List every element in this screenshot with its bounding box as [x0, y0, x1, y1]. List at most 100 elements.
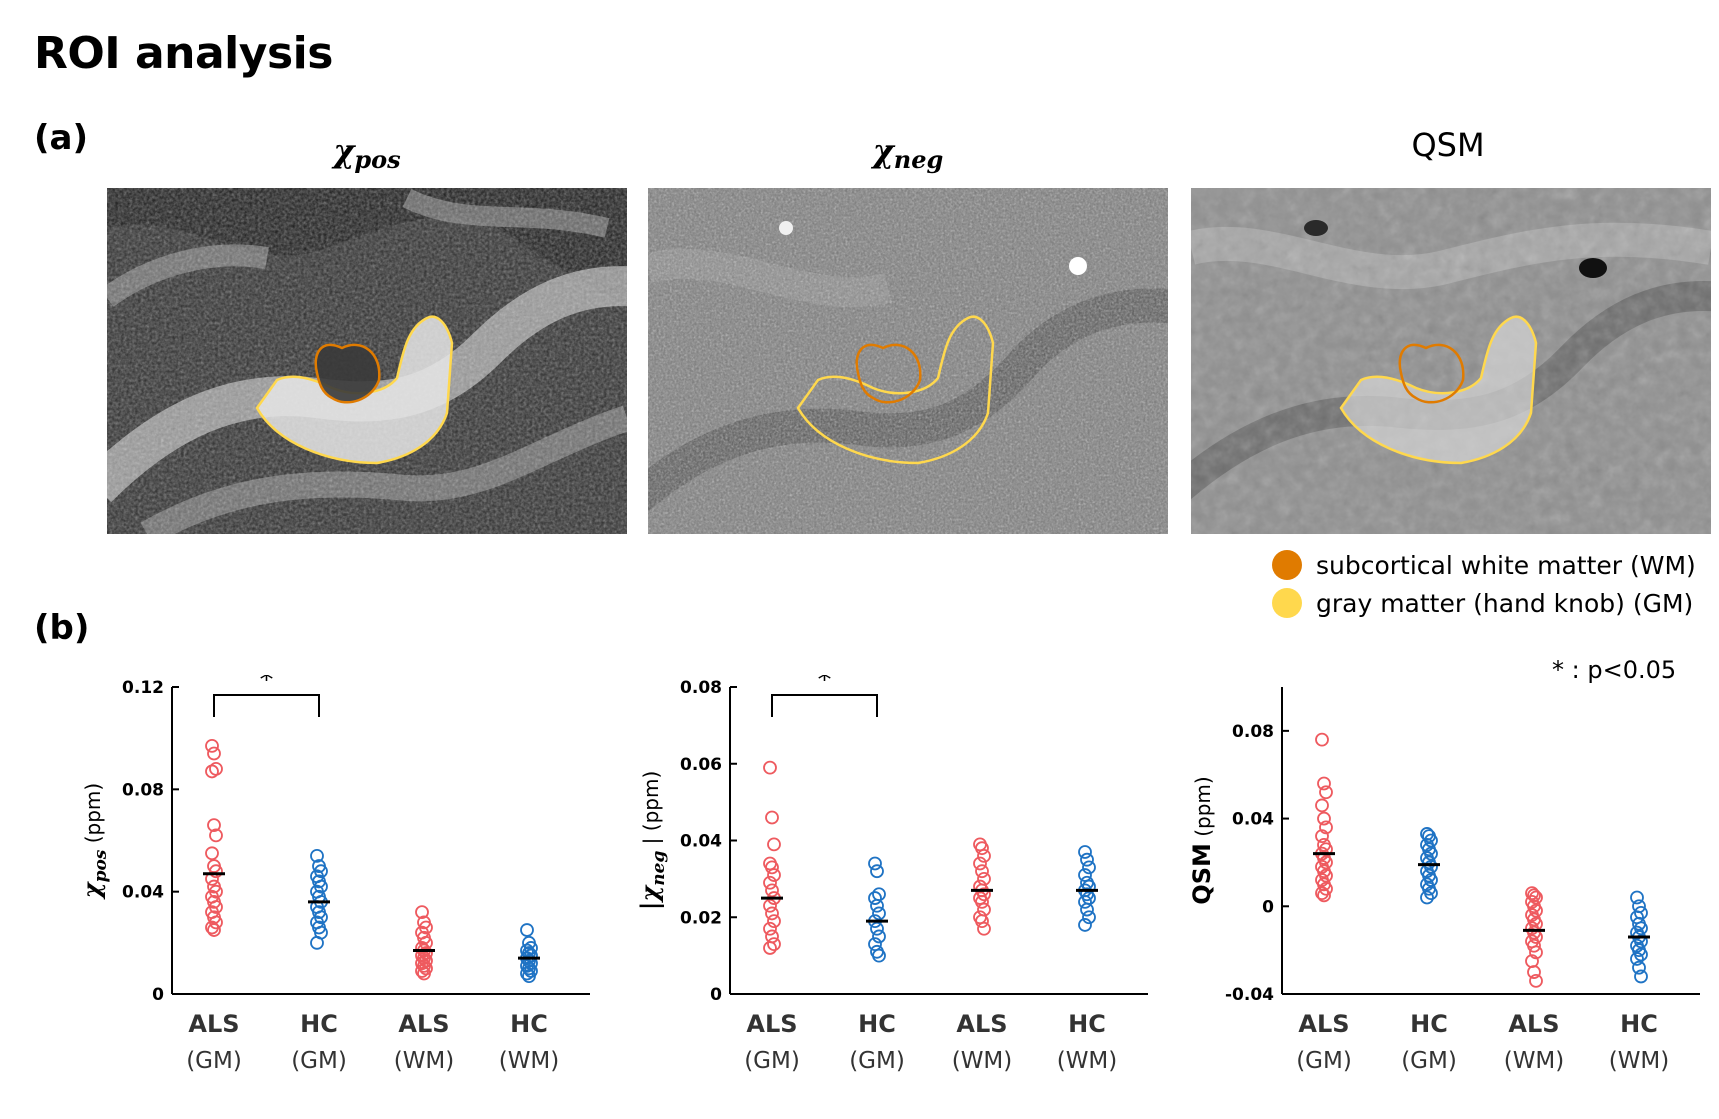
- data-point: [977, 887, 991, 902]
- data-point: [1634, 969, 1648, 984]
- data-point: [767, 937, 781, 952]
- y-axis-label-unit: (ppm): [81, 783, 105, 850]
- x-category-label: HC: [300, 1010, 338, 1038]
- significance-note: * : p<0.05: [1552, 656, 1677, 684]
- x-category-group-label: (GM): [186, 1048, 242, 1074]
- data-point: [1420, 890, 1434, 905]
- series-group: [973, 837, 991, 936]
- x-category-label: HC: [858, 1010, 896, 1038]
- data-point: [209, 828, 223, 843]
- data-point: [205, 738, 219, 753]
- y-axis-label: |χneg | (ppm): [635, 771, 669, 911]
- x-category-label: ALS: [398, 1010, 449, 1038]
- legend-item-gm: gray matter (hand knob) (GM): [1272, 588, 1693, 618]
- data-point: [763, 875, 777, 890]
- data-point: [1319, 842, 1333, 857]
- data-point: [1317, 811, 1331, 826]
- series-group: [205, 738, 223, 937]
- mri-image-chi-pos: [107, 188, 627, 534]
- y-tick-label: 0.08: [1232, 722, 1274, 742]
- x-category-label: ALS: [1508, 1010, 1559, 1038]
- data-point: [763, 921, 777, 936]
- y-tick-label: -0.04: [1225, 985, 1274, 1005]
- data-point: [1424, 886, 1438, 901]
- legend-swatch-gm: [1272, 588, 1302, 618]
- data-point: [975, 894, 989, 909]
- data-point: [872, 906, 886, 921]
- data-point: [1317, 776, 1331, 791]
- y-tick-label: 0.08: [122, 780, 164, 800]
- data-point: [975, 841, 989, 856]
- data-point: [1082, 860, 1096, 875]
- data-point: [1527, 965, 1541, 979]
- data-point: [1424, 859, 1438, 874]
- data-point: [1632, 960, 1646, 975]
- data-point: [205, 920, 219, 935]
- data-point: [417, 966, 431, 981]
- data-point: [765, 860, 779, 875]
- series-group: [868, 856, 886, 963]
- data-point: [205, 764, 219, 779]
- data-point: [765, 883, 779, 898]
- data-point: [765, 929, 779, 944]
- y-tick-label: 0.12: [122, 678, 164, 698]
- series-group: [1078, 845, 1096, 932]
- data-point: [207, 923, 221, 937]
- x-category-group-label: (WM): [499, 1048, 560, 1074]
- legend-item-wm: subcortical white matter (WM): [1272, 550, 1696, 580]
- data-point: [310, 848, 324, 863]
- x-category-group-label: (WM): [1609, 1048, 1670, 1074]
- series-group: [415, 905, 433, 981]
- data-point: [1315, 732, 1329, 747]
- significance-star: *: [818, 675, 832, 696]
- data-point: [868, 856, 882, 871]
- data-point: [1529, 903, 1543, 918]
- data-point: [1527, 888, 1541, 903]
- x-category-label: HC: [1620, 1010, 1658, 1038]
- data-point: [870, 898, 884, 913]
- series-group: [310, 848, 328, 950]
- data-point: [1630, 890, 1644, 905]
- y-tick-label: 0.02: [680, 908, 722, 928]
- x-category-group-label: (GM): [1296, 1048, 1352, 1074]
- x-category-label: ALS: [1298, 1010, 1349, 1038]
- x-category-group-label: (GM): [744, 1048, 800, 1074]
- data-point: [765, 906, 779, 921]
- data-point: [872, 929, 886, 944]
- data-point: [415, 964, 429, 978]
- x-category-group-label: (WM): [1504, 1048, 1565, 1074]
- data-point: [765, 810, 779, 825]
- data-point: [870, 921, 884, 936]
- data-point: [767, 914, 781, 928]
- data-point: [767, 868, 781, 882]
- chart-qsm: -0.04 0 0.04 0.08 QSM (ppm) ALS (GM) HC (GM) ALS (…: [1170, 675, 1719, 1119]
- data-point: [1319, 820, 1333, 835]
- data-point: [1424, 873, 1438, 887]
- data-point: [207, 818, 221, 833]
- data-point: [415, 905, 429, 920]
- x-category-group-label: (GM): [1401, 1048, 1457, 1074]
- data-point: [1634, 947, 1648, 962]
- x-category-group-label: (WM): [394, 1048, 455, 1074]
- panel-a-label: (a): [34, 118, 89, 158]
- data-point: [522, 969, 536, 983]
- data-point: [1319, 881, 1333, 896]
- data-point: [1315, 798, 1329, 813]
- y-axis-label-unit: | (ppm): [639, 771, 663, 851]
- chart-chi-neg-svg: 0 0.02 0.04 0.06 0.08 |χneg | (ppm) ALS (GM) HC (…: [635, 663, 1148, 1074]
- data-point: [872, 948, 886, 963]
- series-group: [1525, 886, 1543, 988]
- data-point: [977, 921, 991, 936]
- chart-chi-pos: 0 0.04 0.08 0.12 χpos (ppm) ALS (GM) HC (GM) ALS (…: [60, 663, 620, 1119]
- data-point: [973, 856, 987, 871]
- x-category-group-label: (GM): [849, 1048, 905, 1074]
- data-point: [1319, 785, 1333, 800]
- y-tick-label: 0.08: [680, 678, 722, 698]
- data-point: [205, 846, 219, 861]
- y-tick-label: 0.04: [1232, 810, 1274, 830]
- y-axis-label: QSM (ppm): [1188, 776, 1216, 904]
- series-group: [763, 760, 781, 955]
- x-category-label: ALS: [746, 1010, 797, 1038]
- y-axis-label-main: QSM: [1188, 843, 1216, 905]
- y-axis-label-main: |χ: [635, 885, 664, 911]
